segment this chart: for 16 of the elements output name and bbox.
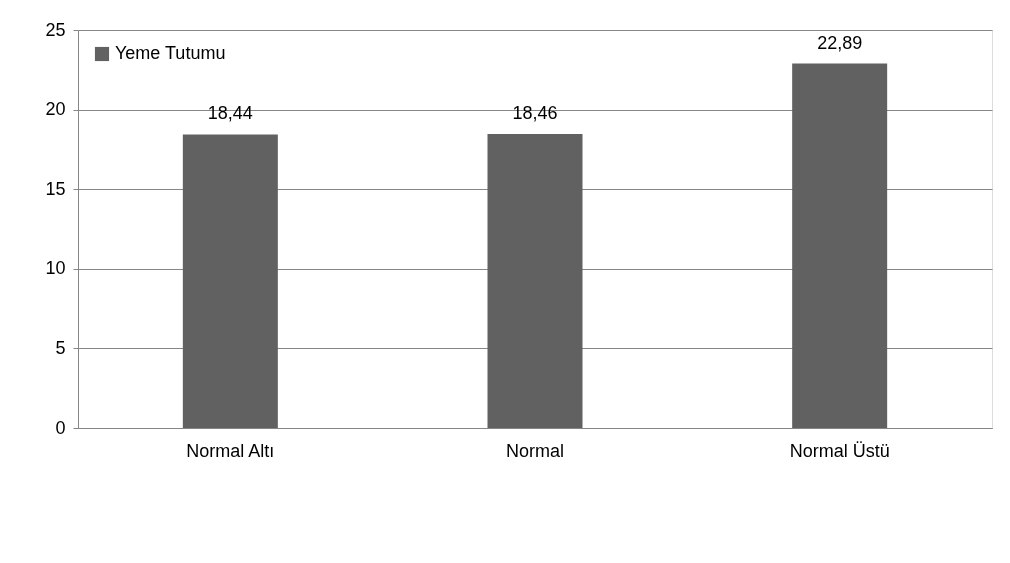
y-tick-label: 10 [45,258,66,279]
data-label: 18,46 [512,103,558,124]
bar [182,134,278,428]
y-tick-label: 15 [45,178,66,199]
legend-label: Yeme Tutumu [115,43,226,63]
x-tick-label: Normal Altı [186,440,275,461]
y-tick-label: 0 [55,417,66,438]
y-tick-label: 25 [45,19,66,40]
x-tick-label: Normal [505,440,565,461]
y-tick-label: 20 [45,99,66,120]
data-label: 22,89 [817,32,863,53]
data-label: 18,44 [207,103,253,124]
x-tick-label: Normal Üstü [789,440,890,461]
bar [792,63,888,428]
bar [487,134,583,428]
y-tick-label: 5 [55,337,66,358]
